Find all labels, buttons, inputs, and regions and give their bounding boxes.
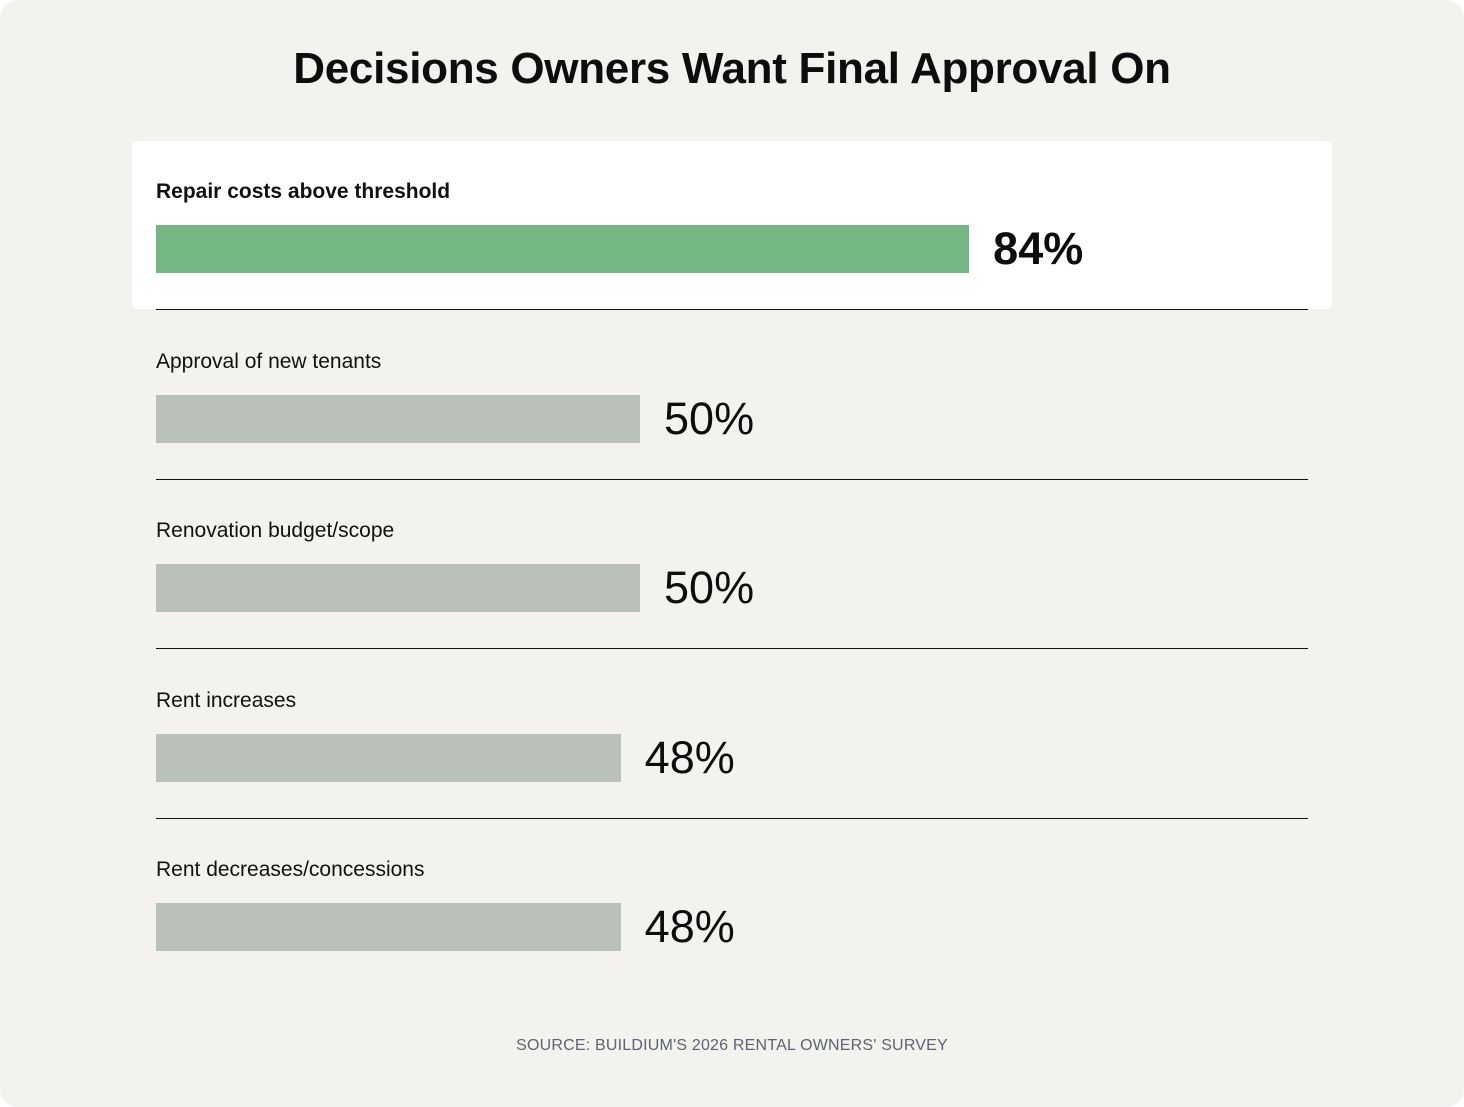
bar-track: [156, 733, 1308, 782]
source-note: SOURCE: BUILDIUM'S 2026 RENTAL OWNERS' S…: [516, 1037, 948, 1054]
category-label: Rent decreases/concessions: [156, 858, 425, 881]
bar-track: [156, 225, 1308, 273]
bar-track: [156, 903, 1308, 951]
bar-row: Rent increases 48%: [156, 650, 1308, 819]
bar: [156, 733, 621, 782]
category-label: Approval of new tenants: [156, 349, 382, 373]
row-divider: [156, 817, 1308, 819]
row-divider: [156, 648, 1308, 649]
bar-row: Approval of new tenants 50%: [156, 311, 1308, 480]
bar-row: Repair costs above threshold 84%: [156, 141, 1308, 310]
bar-track: [156, 394, 1308, 443]
value-label: 84%: [993, 223, 1084, 274]
row-divider: [156, 478, 1308, 480]
value-label: 50%: [664, 392, 755, 444]
bar-track: [156, 564, 1308, 612]
category-label: Repair costs above threshold: [156, 180, 451, 203]
bar-row: Renovation budget/scope 50%: [156, 480, 1308, 649]
chart-title: Decisions Owners Want Final Approval On: [293, 44, 1171, 93]
bar: [156, 394, 641, 443]
value-label: 50%: [664, 562, 755, 613]
bar: [156, 225, 970, 273]
row-divider: [156, 309, 1308, 310]
category-label: Renovation budget/scope: [156, 519, 395, 542]
bar: [156, 903, 621, 951]
bar: [156, 564, 641, 612]
category-label: Rent increases: [156, 688, 297, 712]
value-label: 48%: [644, 901, 735, 952]
value-label: 48%: [644, 731, 735, 783]
bar-row: Rent decreases/concessions 48%: [156, 819, 1308, 988]
